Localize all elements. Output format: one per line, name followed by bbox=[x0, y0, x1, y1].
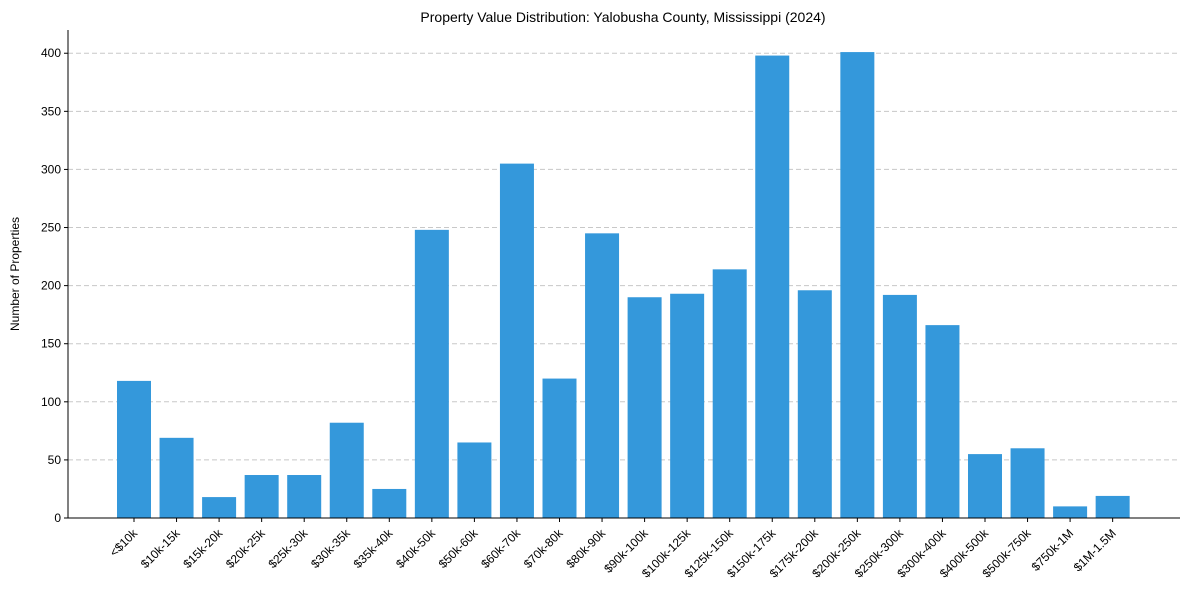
bar-$50k-60k bbox=[457, 442, 492, 518]
x-tick-label: $15k-20k bbox=[180, 526, 226, 572]
y-tick-label: 150 bbox=[41, 337, 61, 351]
bar-$100k-125k bbox=[670, 293, 705, 518]
bar-$750k-1M bbox=[1053, 506, 1088, 518]
x-tick-label: $60k-70k bbox=[478, 526, 524, 572]
y-tick-label: 0 bbox=[54, 511, 61, 525]
axes bbox=[64, 30, 1180, 522]
bar-$30k-35k bbox=[329, 422, 364, 518]
bar-$20k-25k bbox=[244, 475, 279, 518]
y-tick-label: 300 bbox=[41, 162, 61, 176]
bar-$90k-100k bbox=[627, 297, 662, 518]
x-tick-label: $750k-1M bbox=[1029, 526, 1077, 574]
y-tick-label: 200 bbox=[41, 279, 61, 293]
bar-$25k-30k bbox=[287, 475, 322, 518]
bar-$200k-250k bbox=[840, 52, 875, 518]
bar-$60k-70k bbox=[499, 163, 534, 518]
x-tick-label: $70k-80k bbox=[521, 526, 567, 572]
bar-$15k-20k bbox=[202, 497, 237, 518]
x-tick-label: <$10k bbox=[107, 526, 141, 560]
x-tick-label: $20k-25k bbox=[223, 526, 269, 572]
chart-title: Property Value Distribution: Yalobusha C… bbox=[420, 9, 825, 25]
bar-$1M-1.5M bbox=[1095, 495, 1130, 518]
x-tick-label: $50k-60k bbox=[436, 526, 482, 572]
bar-$400k-500k bbox=[968, 454, 1002, 518]
bar-$10k-15k bbox=[159, 437, 194, 518]
x-tick-label: $35k-40k bbox=[351, 526, 397, 572]
x-tick-label: $30k-35k bbox=[308, 526, 354, 572]
bar-$35k-40k bbox=[372, 488, 407, 518]
bar-$125k-150k bbox=[712, 269, 747, 518]
bar-$70k-80k bbox=[542, 378, 577, 518]
y-tick-label: 400 bbox=[41, 46, 61, 60]
bar-$150k-175k bbox=[755, 55, 790, 519]
y-tick-label: 250 bbox=[41, 221, 61, 235]
gridlines bbox=[68, 52, 1180, 519]
bar-$250k-300k bbox=[882, 294, 917, 518]
y-tick-label: 350 bbox=[41, 104, 61, 118]
y-tick-label: 100 bbox=[41, 395, 61, 409]
bars bbox=[117, 52, 1130, 519]
y-axis-title: Number of Properties bbox=[8, 217, 22, 331]
bar-<$10k bbox=[117, 380, 151, 518]
bar-$80k-90k bbox=[585, 233, 620, 519]
bar-$500k-750k bbox=[1010, 448, 1045, 518]
x-tick-label: $1M-1.5M bbox=[1071, 526, 1119, 574]
x-tick-label: $25k-30k bbox=[266, 526, 312, 572]
bar-$40k-50k bbox=[414, 229, 449, 518]
x-tick-label: $10k-15k bbox=[138, 526, 184, 572]
y-tick-labels: 0 50 100 150 200 250 300 350 400 bbox=[41, 46, 61, 525]
bar-$300k-400k bbox=[925, 325, 960, 518]
bar-$175k-200k bbox=[797, 290, 832, 518]
x-tick-labels: <$10k$10k-15k$15k-20k$20k-25k$25k-30k$30… bbox=[107, 526, 1119, 581]
y-tick-label: 50 bbox=[48, 453, 62, 467]
x-tick-label: $40k-50k bbox=[393, 526, 439, 572]
